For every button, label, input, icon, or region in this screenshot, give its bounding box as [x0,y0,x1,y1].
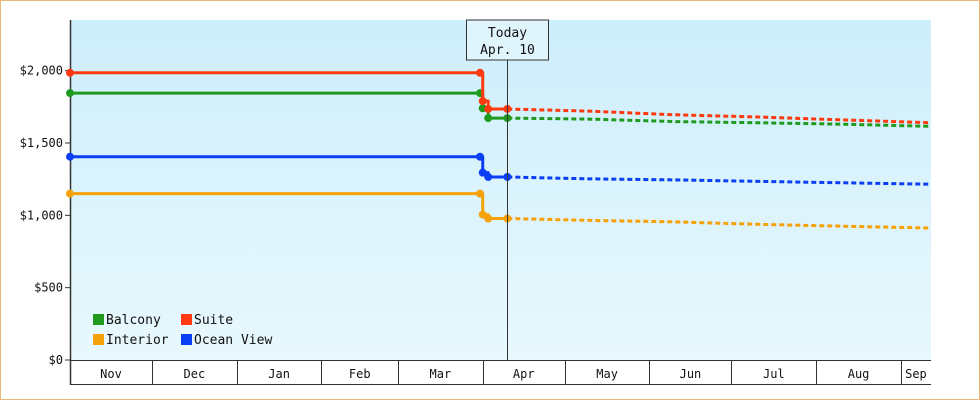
legend-swatch [181,314,192,325]
y-tick-label: $0 [49,353,63,367]
x-tick-label: Sep [905,367,927,381]
plot-area [70,20,931,360]
legend-swatch [93,314,104,325]
legend-swatch [93,334,104,345]
x-tick-label: Jan [268,367,290,381]
x-tick-label: Apr [513,367,535,381]
x-tick-label: Aug [848,367,870,381]
series-ocean-view-point [476,152,484,161]
legend-label: Suite [194,313,233,328]
today-box [466,19,549,61]
series-ocean-view-point [66,152,74,161]
series-interior-forecast-line [507,217,932,230]
y-tick-label: $500 [34,281,63,295]
series-balcony-forecast-line [507,116,932,128]
x-tick-label: May [596,367,618,381]
legend-label: Ocean View [194,333,272,348]
series-suite-point [66,68,74,77]
series-suite-point [476,68,484,77]
y-tick-label: $2,000 [20,64,63,78]
y-tick-label: $1,500 [20,136,63,150]
y-tick-label: $1,000 [20,208,63,222]
series-suite-point [484,104,493,113]
legend-label: Balcony [106,313,161,328]
legend-label: Interior [106,333,169,348]
series-balcony-point [484,114,493,123]
series-interior-point [484,214,493,223]
x-tick-label: Jun [680,367,702,381]
series-balcony-point [66,89,74,98]
series-suite-point [478,97,487,106]
x-tick-label: Dec [184,367,206,381]
today-date: Apr. 10 [480,43,535,58]
x-tick-label: Nov [100,367,122,381]
x-tick-label: Feb [349,367,371,381]
series-interior-point [66,189,74,198]
series-ocean-view-point [478,168,487,177]
series-ocean-view-point [484,172,493,181]
series-interior-point [476,189,484,198]
legend-swatch [181,334,192,345]
series-ocean-view-forecast-line [507,175,932,186]
series-suite-forecast-line [507,107,932,125]
today-title: Today [488,26,527,41]
x-tick-label: Jul [763,367,785,381]
x-tick-label: Mar [430,367,452,381]
